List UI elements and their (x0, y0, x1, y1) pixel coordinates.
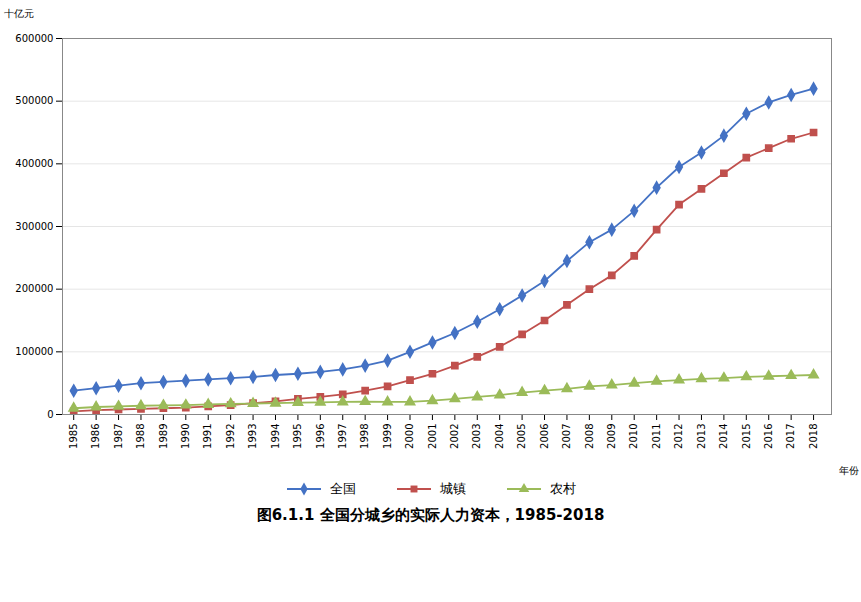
svg-text:2008: 2008 (584, 424, 595, 449)
svg-text:1990: 1990 (180, 424, 191, 449)
svg-text:2004: 2004 (494, 424, 505, 449)
svg-text:2012: 2012 (673, 424, 684, 449)
svg-text:1995: 1995 (292, 424, 303, 449)
svg-text:1985: 1985 (68, 424, 79, 449)
svg-text:1987: 1987 (113, 424, 124, 449)
svg-text:2009: 2009 (606, 424, 617, 449)
svg-text:2000: 2000 (404, 424, 415, 449)
svg-text:2013: 2013 (696, 424, 707, 449)
svg-text:1991: 1991 (202, 424, 213, 449)
svg-text:1998: 1998 (359, 424, 370, 449)
svg-text:2003: 2003 (471, 424, 482, 449)
svg-text:1993: 1993 (247, 424, 258, 449)
svg-text:1997: 1997 (337, 424, 348, 449)
svg-text:0: 0 (47, 409, 53, 420)
svg-text:2014: 2014 (718, 424, 729, 449)
svg-text:1996: 1996 (315, 424, 326, 449)
svg-text:1986: 1986 (90, 424, 101, 449)
svg-text:1994: 1994 (270, 424, 281, 449)
svg-text:年份: 年份 (839, 465, 859, 476)
svg-text:2006: 2006 (539, 424, 550, 449)
html-text:城镇: 城镇 (439, 481, 466, 496)
svg-text:十亿元: 十亿元 (4, 8, 34, 19)
svg-text:500000: 500000 (15, 95, 53, 106)
svg-text:200000: 200000 (15, 283, 53, 294)
svg-text:1989: 1989 (158, 424, 169, 449)
svg-text:2005: 2005 (516, 424, 527, 449)
svg-text:2015: 2015 (741, 424, 752, 449)
svg-text:2010: 2010 (628, 424, 639, 449)
svg-text:2001: 2001 (427, 424, 438, 449)
svg-text:600000: 600000 (15, 33, 53, 44)
svg-text:2007: 2007 (561, 424, 572, 449)
svg-text:300000: 300000 (15, 221, 53, 232)
svg-text:400000: 400000 (15, 158, 53, 169)
svg-text:2018: 2018 (808, 424, 819, 449)
svg-text:2016: 2016 (763, 424, 774, 449)
svg-text:1999: 1999 (382, 424, 393, 449)
html-text:图6.1.1 全国分城乡的实际人力资本，1985-2018: 图6.1.1 全国分城乡的实际人力资本，1985-2018 (256, 506, 605, 524)
svg-text:2017: 2017 (785, 424, 796, 449)
svg-text:1988: 1988 (135, 424, 146, 449)
html-text:农村: 农村 (549, 481, 576, 496)
svg-text:2002: 2002 (449, 424, 460, 449)
svg-text:100000: 100000 (15, 346, 53, 357)
svg-text:1992: 1992 (225, 424, 236, 449)
html-text:全国: 全国 (329, 481, 356, 496)
svg-text:2011: 2011 (651, 424, 662, 449)
